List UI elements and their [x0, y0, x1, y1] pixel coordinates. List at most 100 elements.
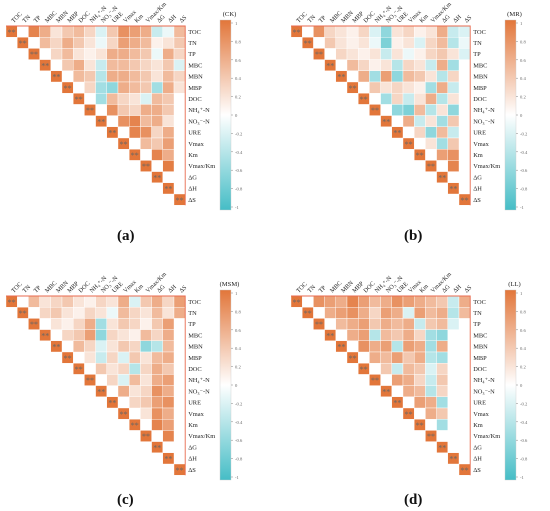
heatmap-cell [402, 307, 415, 319]
heatmap-cell [173, 81, 186, 94]
heatmap-cell [391, 92, 404, 105]
heatmap-cell [369, 329, 381, 341]
heatmap-cell [346, 59, 359, 71]
column-label: TOC [10, 11, 24, 25]
column-label: Km [133, 283, 145, 295]
significance-label: ** [86, 106, 94, 115]
row-label: TN [188, 310, 197, 317]
heatmap-cell-diagonal [324, 59, 336, 71]
column-label: ΔH [452, 13, 463, 24]
heatmap-cell-diagonal [128, 148, 141, 161]
colorbar-tick-label: -0.8 [520, 187, 528, 192]
heatmap-cell [425, 351, 437, 364]
heatmap-cell [402, 59, 415, 71]
heatmap-cell [425, 307, 437, 319]
colorbar-tick-label: -0.6 [235, 168, 243, 173]
heatmap-cell [95, 307, 107, 319]
row-label: Vmax/Km [473, 433, 500, 440]
row-label: MBN [473, 344, 488, 351]
heatmap-cell-diagonal [72, 362, 85, 375]
heatmap-cell [402, 385, 415, 397]
heatmap-cell [447, 37, 460, 49]
heatmap-cell [357, 37, 370, 49]
row-label: TOC [188, 299, 201, 306]
heatmap-cell [61, 318, 74, 330]
colorbar-tick-label: -1 [520, 475, 525, 480]
colorbar-tick-label: 1 [520, 291, 523, 296]
row-label: TP [473, 51, 481, 58]
heatmap-cell [95, 59, 107, 71]
heatmap-cell-diagonal [84, 374, 96, 386]
heatmap-cell [128, 362, 141, 375]
heatmap-cell-diagonal [39, 59, 51, 71]
heatmap-cell [72, 25, 85, 38]
heatmap-cell [128, 70, 141, 83]
column-label: ΔS [178, 14, 189, 25]
heatmap-cell [380, 92, 392, 105]
heatmap-cell [72, 307, 85, 319]
heatmap-cell [117, 104, 130, 116]
heatmap-cell [117, 48, 130, 60]
significance-label: ** [438, 443, 446, 452]
heatmap-cell [391, 307, 404, 319]
heatmap-cell [151, 318, 164, 330]
colorbar-tick-label: 0 [520, 113, 523, 118]
heatmap-cell [324, 25, 336, 38]
heatmap-cell [128, 25, 141, 38]
row-label: ΔS [473, 467, 481, 474]
heatmap-cell [140, 115, 152, 127]
heatmap-cell [162, 340, 175, 353]
heatmap-cell-diagonal [151, 171, 164, 184]
heatmap-cell [436, 148, 449, 161]
row-label: ΔS [188, 467, 196, 474]
significance-label: ** [75, 365, 83, 374]
heatmap-cell [106, 307, 119, 319]
heatmap-cell [425, 385, 437, 397]
row-label: Vmax [473, 141, 489, 148]
heatmap-cell [106, 362, 119, 375]
heatmap-cell [447, 295, 460, 308]
heatmap-cell [151, 70, 164, 83]
significance-label: ** [142, 432, 150, 441]
column-label: ΔH [452, 283, 463, 294]
heatmap-cell [61, 295, 74, 308]
heatmap-cell [369, 37, 381, 49]
colorbar-tick-label: -1 [235, 205, 240, 210]
significance-label: ** [52, 73, 60, 82]
column-label: ΔH [167, 283, 178, 294]
heatmap-cell-diagonal [84, 104, 96, 116]
heatmap-cell [335, 48, 348, 60]
heatmap-cell [162, 407, 175, 420]
significance-label: ** [19, 309, 27, 318]
heatmap-cell [391, 81, 404, 94]
heatmap-cell [128, 48, 141, 60]
significance-label: ** [393, 399, 401, 408]
heatmap-cell [436, 407, 449, 420]
heatmap-cell [72, 48, 85, 60]
heatmap-cell-diagonal [413, 418, 426, 431]
heatmap-cell [128, 351, 141, 364]
colorbar [504, 289, 517, 481]
triangle-edge [6, 295, 186, 476]
heatmap-cell [140, 340, 152, 353]
heatmap-cell [61, 37, 74, 49]
heatmap-cell [447, 81, 460, 94]
row-label: Km [188, 422, 198, 429]
heatmap-cell [84, 295, 96, 308]
heatmap-cell [402, 340, 415, 353]
legend-title: (MR) [507, 11, 522, 18]
heatmap-cell [402, 329, 415, 341]
heatmap-cell [140, 126, 152, 139]
heatmap-cell [436, 340, 449, 353]
heatmap-cell [162, 362, 175, 375]
heatmap-cell [140, 25, 152, 38]
heatmap-cell [128, 374, 141, 386]
column-label: TN [306, 13, 317, 24]
colorbar-tick-label: 0 [235, 113, 238, 118]
heatmap-cell [357, 318, 370, 330]
row-label: MBN [473, 74, 488, 81]
heatmap-cell [335, 25, 348, 38]
heatmap-cell [173, 307, 186, 319]
heatmap-cell [140, 70, 152, 83]
